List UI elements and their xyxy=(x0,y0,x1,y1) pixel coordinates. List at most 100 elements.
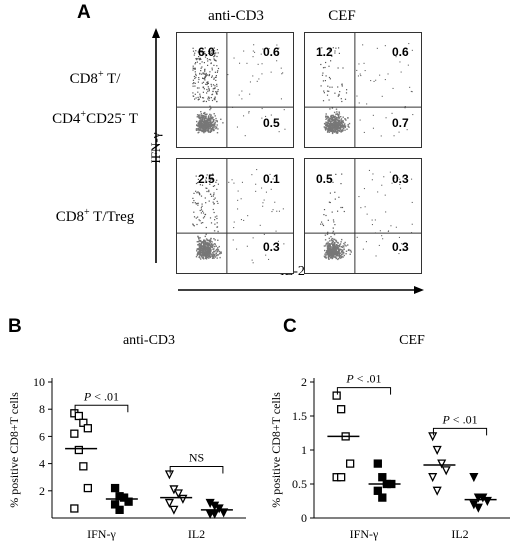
flow-dot xyxy=(213,127,215,129)
flow-dot xyxy=(336,248,339,250)
flow-dot xyxy=(334,244,336,246)
flow-dot xyxy=(209,249,212,252)
flow-dot xyxy=(216,251,219,253)
flow-dot xyxy=(211,99,214,102)
flow-dot xyxy=(210,51,212,53)
flow-dot xyxy=(272,209,274,211)
flow-dot xyxy=(330,243,332,245)
flow-dot xyxy=(193,200,195,202)
flow-dot xyxy=(328,119,330,121)
flow-dot xyxy=(208,247,210,250)
flow-dot xyxy=(331,126,334,128)
flow-dot xyxy=(346,89,348,91)
chart-title: anti-CD3 xyxy=(123,333,175,348)
flow-dot xyxy=(345,92,348,94)
flow-dot xyxy=(198,128,200,131)
significance-label: P < .01 xyxy=(441,412,477,426)
flow-dot xyxy=(323,90,325,92)
flow-dot xyxy=(340,206,342,209)
flow-dot xyxy=(212,185,214,187)
flow-dot xyxy=(270,114,272,116)
flow-dot xyxy=(202,128,205,130)
flow-dot xyxy=(334,191,336,193)
flow-dot xyxy=(333,253,335,255)
flow-dot xyxy=(239,62,241,64)
flow-dot xyxy=(197,182,199,184)
flow-dot xyxy=(207,122,210,124)
flow-dot xyxy=(340,122,342,125)
flow-plot-dots xyxy=(305,159,421,273)
flow-dot xyxy=(214,54,216,56)
flow-dot xyxy=(391,112,393,114)
flow-dot xyxy=(270,71,272,73)
flow-dot xyxy=(209,256,212,259)
flow-dot xyxy=(410,90,412,92)
flow-dot xyxy=(197,129,199,131)
flow-dot xyxy=(212,128,214,130)
flow-dot xyxy=(327,129,329,131)
flow-dot xyxy=(199,57,201,59)
flow-dot xyxy=(199,125,202,127)
data-point-square xyxy=(115,505,124,514)
flow-dot xyxy=(273,52,275,54)
flow-dot xyxy=(208,58,210,61)
flow-dot xyxy=(201,184,204,186)
flow-dot xyxy=(344,98,347,100)
flow-dot xyxy=(198,244,200,246)
flow-dot xyxy=(325,124,328,126)
flow-dot xyxy=(208,125,210,127)
flow-dot xyxy=(205,74,207,76)
flow-dot xyxy=(209,244,211,246)
flow-dot xyxy=(213,98,215,100)
flow-dot xyxy=(339,243,342,245)
flow-dot xyxy=(216,65,218,67)
flow-dot xyxy=(199,249,201,252)
flow-dot xyxy=(240,219,242,221)
flow-dot xyxy=(328,250,331,253)
x-category-label: IFN-γ xyxy=(350,527,379,541)
flow-dot xyxy=(202,125,204,127)
flow-dot xyxy=(407,64,409,66)
flow-dot xyxy=(214,50,216,52)
flow-dot xyxy=(332,240,334,242)
flow-dot xyxy=(211,49,213,51)
flow-dot xyxy=(342,251,345,253)
flow-dot xyxy=(203,216,206,218)
flow-dot xyxy=(209,105,211,108)
flow-dot xyxy=(337,86,339,88)
flow-dot xyxy=(194,93,196,95)
flow-dot xyxy=(331,127,333,129)
flow-dot xyxy=(213,257,215,259)
flow-dot xyxy=(194,77,196,80)
flow-dot xyxy=(345,253,347,255)
flow-dot xyxy=(227,74,229,76)
flow-dot xyxy=(330,124,332,126)
flow-dot xyxy=(192,65,194,67)
flow-dot xyxy=(216,215,218,217)
flow-dot xyxy=(208,128,210,130)
data-point-triangle xyxy=(432,486,442,496)
flow-dot xyxy=(338,245,341,247)
flow-dot xyxy=(208,87,210,90)
flow-dot xyxy=(203,249,205,252)
flow-dot xyxy=(214,243,216,246)
flow-dot xyxy=(197,91,199,93)
flow-plot-dots xyxy=(305,33,421,147)
flow-dot xyxy=(372,127,374,129)
flow-dot xyxy=(214,59,216,61)
flow-dot xyxy=(203,251,205,253)
flow-dot xyxy=(336,130,339,132)
data-point-square xyxy=(332,391,341,400)
flow-dot xyxy=(212,208,214,211)
flow-dot xyxy=(332,227,334,229)
flow-dot xyxy=(271,211,273,213)
flow-dot xyxy=(329,248,331,250)
flow-dot xyxy=(341,238,343,241)
flow-dot xyxy=(341,246,344,248)
flow-dot xyxy=(207,82,209,84)
flow-dot xyxy=(402,177,404,179)
flow-dot xyxy=(207,96,209,98)
flow-dot xyxy=(323,126,325,128)
flow-dot xyxy=(340,119,342,121)
flow-dot xyxy=(327,246,329,248)
